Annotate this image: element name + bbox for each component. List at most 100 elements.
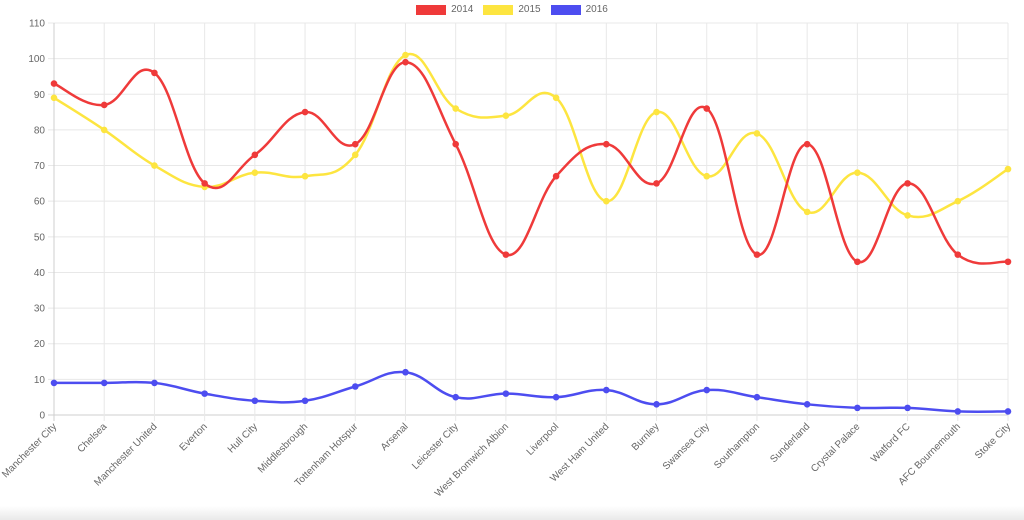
data-point-2014 bbox=[954, 251, 962, 258]
data-point-2015 bbox=[351, 151, 359, 159]
data-point-2016 bbox=[703, 386, 711, 394]
data-point-2014 bbox=[803, 140, 811, 148]
data-point-2014 bbox=[703, 105, 711, 112]
y-tick-label: 10 bbox=[34, 375, 46, 386]
legend-label: 2014 bbox=[451, 4, 474, 15]
data-point-2016 bbox=[351, 383, 359, 390]
series-line-2014 bbox=[53, 60, 1009, 265]
data-point-2016 bbox=[151, 379, 158, 387]
x-tick-label: Southampton bbox=[712, 421, 762, 471]
data-point-2014 bbox=[402, 58, 409, 66]
x-tick-label: Everton bbox=[178, 421, 210, 453]
x-tick-label: Middlesbrough bbox=[256, 421, 310, 475]
data-point-2016 bbox=[854, 404, 861, 412]
data-point-2014 bbox=[653, 180, 660, 187]
data-point-2014 bbox=[201, 180, 208, 187]
data-point-2015 bbox=[653, 108, 660, 116]
legend-item-2016[interactable]: 2016 bbox=[550, 4, 608, 15]
data-point-2014 bbox=[100, 101, 108, 109]
y-tick-label: 80 bbox=[34, 125, 46, 136]
data-point-2015 bbox=[1004, 165, 1012, 173]
y-tick-label: 90 bbox=[34, 90, 46, 101]
x-tick-label: Watford FC bbox=[869, 421, 913, 465]
data-point-2016 bbox=[1004, 408, 1012, 415]
x-tick-label: Chelsea bbox=[76, 421, 110, 455]
data-point-2014 bbox=[552, 172, 560, 180]
x-tick-label: Swansea City bbox=[661, 421, 712, 472]
x-tick-label: Manchester City bbox=[0, 421, 59, 480]
data-point-2016 bbox=[552, 393, 560, 401]
x-tick-label: Leicester City bbox=[410, 421, 461, 472]
legend-swatch bbox=[550, 4, 581, 15]
data-point-2016 bbox=[100, 379, 108, 387]
data-point-2015 bbox=[151, 162, 158, 169]
x-tick-label: Hull City bbox=[226, 421, 260, 455]
data-point-2016 bbox=[954, 408, 962, 415]
data-point-2014 bbox=[502, 251, 510, 258]
data-point-2015 bbox=[100, 126, 108, 134]
legend-label: 2015 bbox=[518, 4, 541, 15]
data-point-2016 bbox=[201, 390, 208, 397]
data-point-2014 bbox=[151, 69, 158, 77]
data-point-2015 bbox=[552, 94, 560, 102]
data-point-2016 bbox=[753, 393, 761, 401]
y-tick-label: 30 bbox=[34, 304, 46, 315]
y-tick-label: 20 bbox=[34, 339, 46, 350]
y-tick-label: 60 bbox=[34, 197, 46, 208]
x-tick-label: Stoke City bbox=[973, 421, 1013, 461]
data-point-2014 bbox=[603, 140, 610, 148]
data-point-2015 bbox=[50, 94, 58, 102]
data-point-2014 bbox=[854, 258, 861, 266]
data-point-2014 bbox=[753, 251, 761, 258]
data-point-2016 bbox=[251, 397, 259, 405]
data-point-2015 bbox=[753, 130, 761, 137]
x-tick-label: Crystal Palace bbox=[809, 421, 863, 475]
x-tick-label: Burnley bbox=[630, 421, 662, 453]
data-point-2015 bbox=[803, 208, 811, 216]
data-point-2014 bbox=[50, 80, 58, 87]
data-point-2016 bbox=[402, 368, 409, 376]
y-tick-label: 110 bbox=[29, 19, 45, 30]
data-point-2016 bbox=[301, 397, 309, 405]
y-tick-label: 40 bbox=[34, 268, 46, 279]
legend-swatch bbox=[416, 4, 447, 15]
legend-item-2014[interactable]: 2014 bbox=[416, 4, 473, 15]
x-tick-label: Arsenal bbox=[379, 421, 411, 453]
data-point-2015 bbox=[854, 169, 861, 176]
y-tick-label: 0 bbox=[39, 411, 45, 422]
legend-swatch bbox=[483, 4, 514, 15]
data-point-2014 bbox=[251, 151, 259, 159]
data-point-2014 bbox=[351, 140, 359, 148]
data-point-2015 bbox=[703, 172, 711, 180]
data-point-2015 bbox=[402, 51, 409, 59]
data-point-2014 bbox=[1004, 258, 1012, 266]
data-point-2014 bbox=[301, 108, 309, 116]
data-point-2015 bbox=[301, 172, 309, 180]
chart-legend: 2014 2015 2016 bbox=[0, 4, 1024, 15]
series-line-2015 bbox=[53, 52, 1009, 219]
x-tick-label: Liverpool bbox=[525, 421, 561, 457]
legend-item-2015[interactable]: 2015 bbox=[483, 4, 541, 15]
data-point-2015 bbox=[502, 112, 510, 119]
data-point-2015 bbox=[904, 212, 911, 219]
data-point-2014 bbox=[904, 180, 911, 187]
series-line-2016 bbox=[54, 370, 1009, 413]
data-point-2015 bbox=[251, 169, 259, 176]
data-point-2016 bbox=[803, 401, 811, 408]
y-tick-label: 70 bbox=[34, 161, 46, 172]
y-tick-label: 100 bbox=[28, 54, 45, 65]
data-point-2016 bbox=[502, 390, 510, 397]
data-point-2014 bbox=[452, 140, 459, 148]
data-point-2015 bbox=[603, 197, 610, 205]
y-tick-label: 50 bbox=[34, 232, 46, 243]
legend-label: 2016 bbox=[585, 4, 608, 15]
data-point-2016 bbox=[603, 386, 610, 394]
data-point-2016 bbox=[904, 404, 911, 412]
x-tick-label: Sunderland bbox=[768, 421, 812, 465]
data-point-2015 bbox=[954, 197, 962, 205]
data-point-2016 bbox=[452, 393, 459, 401]
data-point-2015 bbox=[452, 105, 459, 112]
data-point-2016 bbox=[50, 379, 58, 387]
